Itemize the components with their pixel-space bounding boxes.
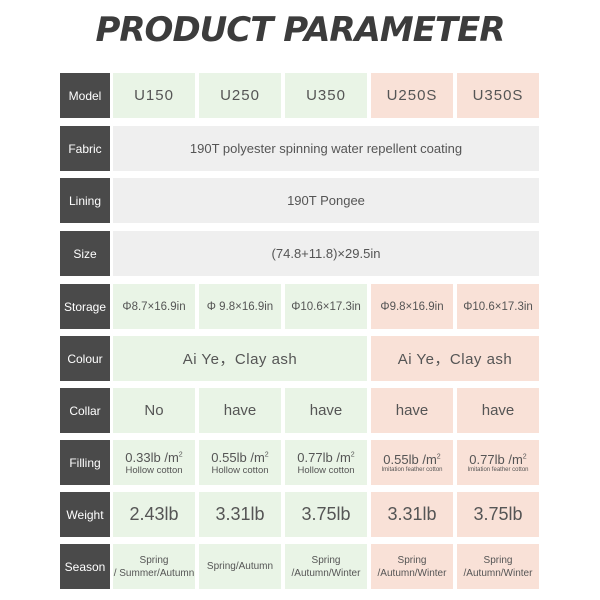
filling-weight-value: 0.77lb /m	[469, 452, 523, 467]
row-storage: Storage Φ8.7×16.9in Φ 9.8×16.9in Φ10.6×17.3…	[60, 284, 540, 329]
season-line: /Autumn/Winter	[291, 567, 361, 579]
row-size: Size (74.8+11.8)×29.5in	[60, 231, 540, 276]
filling-weight: 0.77lb /m2	[297, 450, 354, 465]
season-line: Spring	[311, 554, 341, 566]
row-label: Season	[60, 544, 110, 589]
table-cell: Spring / Summer/Autumn	[113, 544, 195, 589]
table-cell: Spring/Autumn/Winter	[285, 544, 367, 589]
table-cell: Spring/Autumn/Winter	[371, 544, 453, 589]
filling-weight-unit-exponent: 2	[264, 451, 269, 459]
table-cell: No	[113, 388, 195, 433]
row-label: Filling	[60, 440, 110, 485]
row-model: Model U150 U250 U350 U250S U350S	[60, 73, 540, 118]
table-cell: 3.31lb	[199, 492, 281, 537]
season-line: /Autumn/Winter	[463, 567, 533, 579]
page-title: PRODUCT PARAMETER	[95, 10, 505, 50]
table-cell: U350	[285, 73, 367, 118]
filling-weight-value: 0.33lb /m	[125, 449, 179, 465]
filling-weight-unit-exponent: 2	[522, 453, 527, 461]
table-cell: 0.55lb /m2 Hollow cotton	[199, 440, 281, 485]
table-cell: Spring/Autumn	[199, 544, 281, 589]
table-cell: Φ10.6×17.3in	[285, 284, 367, 329]
table-cell: have	[371, 388, 453, 433]
filling-weight-value: 0.55lb /m	[383, 452, 437, 467]
filling-material: Hollow cotton	[211, 464, 269, 476]
row-collar: Collar No have have have have	[60, 388, 540, 433]
table-cell: Φ10.6×17.3in	[457, 284, 539, 329]
table-cell: U250S	[371, 73, 453, 118]
row-label: Model	[60, 73, 110, 118]
table-cell: Φ9.8×16.9in	[371, 284, 453, 329]
season-line: Spring	[139, 554, 169, 566]
table-cell: 0.77lb /m2 Hollow cotton	[285, 440, 367, 485]
filling-weight: 0.33lb /m2	[125, 450, 182, 465]
row-season: Season Spring / Summer/Autumn Spring/Autumn…	[60, 544, 540, 589]
filling-weight: 0.55lb /m2	[211, 450, 268, 465]
row-filling: Filling 0.33lb /m2 Hollow cotton 0.55lb /m2…	[60, 440, 540, 485]
filling-weight-unit-exponent: 2	[350, 451, 355, 459]
row-label: Size	[60, 231, 110, 276]
season-line: Spring	[483, 554, 513, 566]
table-cell: 3.75lb	[285, 492, 367, 537]
row-label: Lining	[60, 178, 110, 223]
row-weight: Weight 2.43lb 3.31lb 3.75lb 3.31lb 3.75lb	[60, 492, 540, 537]
table-cell: 0.77lb /m2 Imitation feather cotton	[457, 440, 539, 485]
filling-material: Imitation feather cotton	[467, 467, 529, 473]
row-label: Fabric	[60, 126, 110, 171]
season-line: / Summer/Autumn	[113, 567, 195, 579]
filling-weight: 0.77lb /m2	[469, 452, 526, 467]
table-cell: Spring/Autumn/Winter	[457, 544, 539, 589]
table-cell: 0.33lb /m2 Hollow cotton	[113, 440, 195, 485]
table-cell: U350S	[457, 73, 539, 118]
table-cell: Ai Ye，Clay ash	[113, 336, 367, 381]
table-cell: Ai Ye，Clay ash	[371, 336, 539, 381]
season-line: /Autumn/Winter	[377, 567, 447, 579]
season-line: Spring/Autumn	[206, 561, 274, 572]
season-line: Spring	[397, 554, 427, 566]
row-colour: Colour Ai Ye，Clay ash Ai Ye，Clay ash	[60, 336, 540, 381]
table-cell: 2.43lb	[113, 492, 195, 537]
table-cell: U250	[199, 73, 281, 118]
filling-weight-value: 0.77lb /m	[297, 449, 351, 465]
row-label: Colour	[60, 336, 110, 381]
filling-weight: 0.55lb /m2	[383, 452, 440, 467]
row-fabric: Fabric 190T polyester spinning water repe…	[60, 126, 540, 171]
row-lining: Lining 190T Pongee	[60, 178, 540, 223]
row-label: Storage	[60, 284, 110, 329]
table-cell: have	[285, 388, 367, 433]
filling-material: Hollow cotton	[125, 464, 183, 476]
table-cell: U150	[113, 73, 195, 118]
filling-weight-unit-exponent: 2	[436, 453, 441, 461]
table-cell: 0.55lb /m2 Imitation feather cotton	[371, 440, 453, 485]
table-cell: Φ8.7×16.9in	[113, 284, 195, 329]
table-cell: 190T polyester spinning water repellent …	[113, 126, 539, 171]
table-cell: have	[199, 388, 281, 433]
filling-weight-value: 0.55lb /m	[211, 449, 265, 465]
row-label: Weight	[60, 492, 110, 537]
table-cell: Φ 9.8×16.9in	[199, 284, 281, 329]
filling-weight-unit-exponent: 2	[178, 451, 183, 459]
table-cell: 3.75lb	[457, 492, 539, 537]
filling-material: Imitation feather cotton	[381, 467, 443, 473]
row-label: Collar	[60, 388, 110, 433]
table-cell: have	[457, 388, 539, 433]
table-cell: 190T Pongee	[113, 178, 539, 223]
filling-material: Hollow cotton	[297, 464, 355, 476]
table-cell: 3.31lb	[371, 492, 453, 537]
table-cell: (74.8+11.8)×29.5in	[113, 231, 539, 276]
